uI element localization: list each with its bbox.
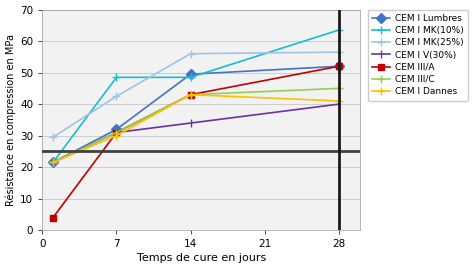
CEM I Lumbres [50, 161, 56, 164]
X-axis label: Temps de cure en jours: Temps de cure en jours [137, 253, 266, 263]
CEM I MK(25%) [114, 95, 119, 98]
CEM I MK(25%) [188, 52, 193, 55]
CEM I Lumbres [114, 128, 119, 131]
CEM III/A [50, 216, 56, 219]
CEM I Lumbres [336, 65, 342, 68]
Line: CEM I MK(10%): CEM I MK(10%) [49, 26, 343, 167]
CEM III/C [188, 93, 193, 96]
Line: CEM I Dannes: CEM I Dannes [49, 90, 343, 167]
CEM I MK(25%) [336, 51, 342, 54]
CEM I Dannes [336, 99, 342, 102]
CEM I V(30%) [50, 161, 56, 164]
CEM III/A [188, 93, 193, 96]
CEM I V(30%) [114, 131, 119, 134]
Line: CEM I V(30%): CEM I V(30%) [49, 100, 343, 167]
CEM I MK(10%) [114, 76, 119, 79]
CEM I Dannes [188, 93, 193, 96]
Line: CEM III/C: CEM III/C [49, 84, 343, 167]
CEM III/A [336, 65, 342, 68]
Line: CEM I MK(25%): CEM I MK(25%) [49, 48, 343, 141]
Line: CEM III/A: CEM III/A [50, 63, 342, 220]
CEM I MK(10%) [336, 29, 342, 32]
Line: CEM I Lumbres: CEM I Lumbres [49, 63, 342, 166]
CEM III/C [336, 87, 342, 90]
CEM III/A [114, 131, 119, 134]
CEM I V(30%) [336, 102, 342, 106]
Y-axis label: Résistance en compression en MPa: Résistance en compression en MPa [6, 34, 16, 206]
CEM I Dannes [50, 161, 56, 164]
CEM I MK(10%) [188, 76, 193, 79]
CEM I V(30%) [188, 121, 193, 125]
CEM III/C [114, 131, 119, 134]
CEM I Dannes [114, 134, 119, 137]
CEM I Lumbres [188, 73, 193, 76]
CEM III/C [50, 161, 56, 164]
CEM I MK(25%) [50, 136, 56, 139]
Legend: CEM I Lumbres, CEM I MK(10%), CEM I MK(25%), CEM I V(30%), CEM III/A, CEM III/C,: CEM I Lumbres, CEM I MK(10%), CEM I MK(2… [368, 10, 468, 101]
CEM I MK(10%) [50, 161, 56, 164]
